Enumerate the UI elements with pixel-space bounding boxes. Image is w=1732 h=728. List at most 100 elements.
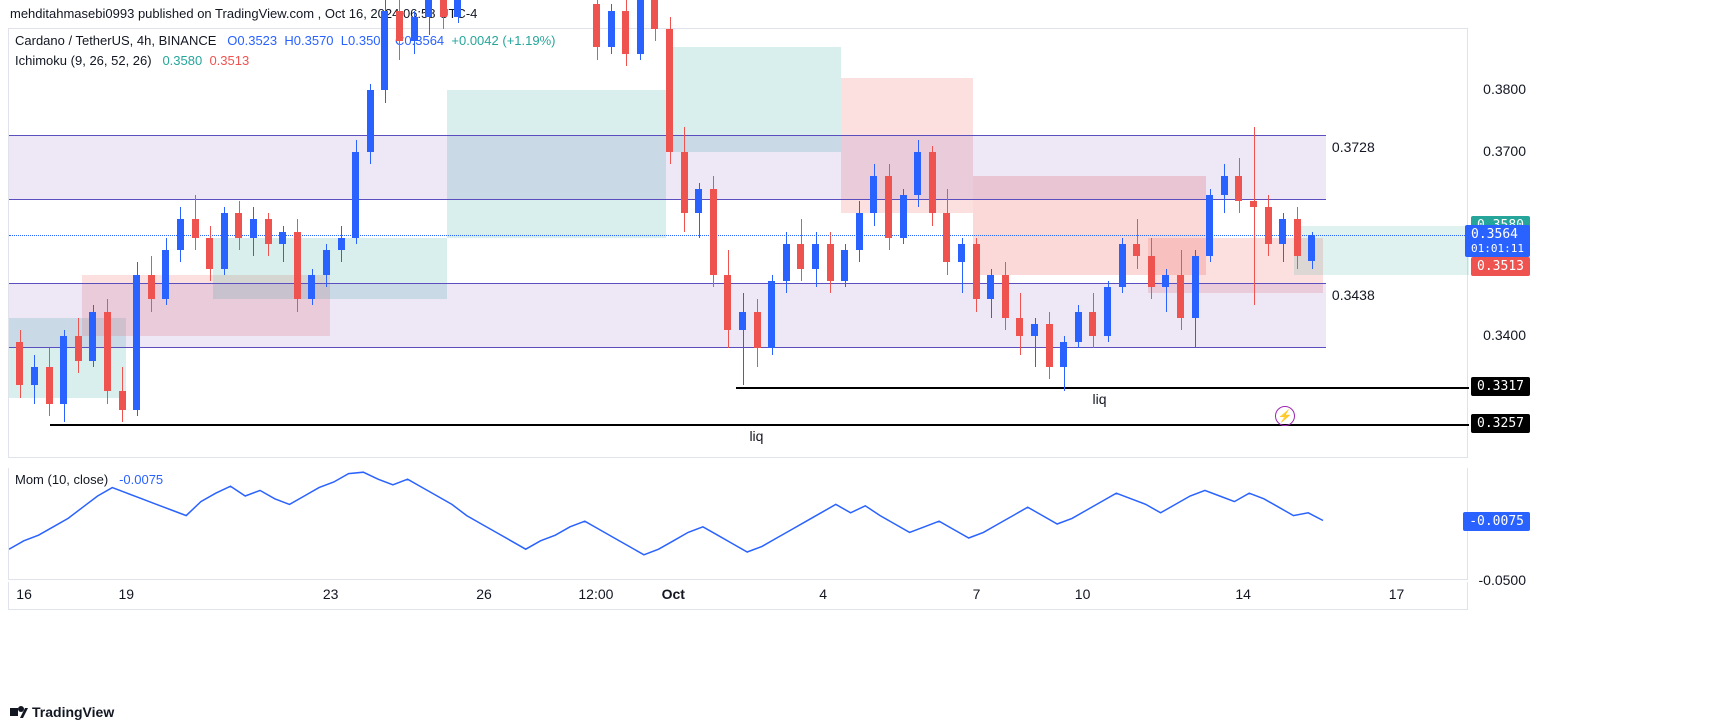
price-tag: 0.3257	[1471, 414, 1530, 433]
candle-body	[651, 0, 658, 29]
candle-body	[1002, 275, 1009, 318]
time-tick: 26	[476, 586, 492, 602]
candle-body	[973, 244, 980, 299]
candle-body	[1294, 219, 1301, 256]
price-tag: 0.3317	[1471, 377, 1530, 396]
candle-body	[1075, 312, 1082, 343]
candle-body	[1177, 275, 1184, 318]
candle-body	[1104, 287, 1111, 336]
candle-body	[797, 244, 804, 269]
candle-body	[133, 275, 140, 410]
price-tick: 0.3800	[1483, 81, 1526, 97]
candle-body	[1192, 256, 1199, 317]
candle-body	[666, 29, 673, 152]
candle-body	[812, 244, 819, 269]
candle-body	[914, 152, 921, 195]
candle-body	[294, 232, 301, 300]
candle-body	[724, 275, 731, 330]
time-tick: Oct	[662, 586, 685, 602]
candle-body	[323, 250, 330, 275]
hline-label: liq	[1093, 391, 1107, 407]
time-tick: 16	[16, 586, 32, 602]
candle-body	[1060, 342, 1067, 367]
candle-body	[1162, 275, 1169, 287]
momentum-line	[9, 468, 1469, 580]
candle-body	[1133, 244, 1140, 256]
ichimoku-val-a: 0.3580	[162, 53, 202, 68]
price-tick: 0.3700	[1483, 143, 1526, 159]
candle-body	[754, 312, 761, 349]
tradingview-logo-icon	[10, 705, 28, 719]
candle-body	[608, 11, 615, 48]
time-tick: 12:00	[578, 586, 613, 602]
time-tick: 17	[1389, 586, 1405, 602]
candle-body	[352, 152, 359, 238]
momentum-panel[interactable]: Mom (10, close) -0.0075	[8, 468, 1468, 580]
ichimoku-cloud-segment	[1294, 226, 1469, 275]
main-price-chart[interactable]: Cardano / TetherUS, 4h, BINANCE O0.3523 …	[8, 28, 1468, 458]
candle-body	[1221, 176, 1228, 194]
candle-body	[104, 312, 111, 392]
time-axis[interactable]: 1619232612:00Oct47101417	[8, 582, 1468, 610]
price-zone	[9, 283, 1326, 348]
candle-body	[1031, 324, 1038, 336]
candle-wick	[743, 293, 744, 385]
candle-body	[308, 275, 315, 300]
candle-wick	[1254, 127, 1255, 305]
candle-body	[1265, 207, 1272, 244]
horizontal-line	[50, 424, 1469, 426]
candle-body	[235, 213, 242, 238]
candle-body	[1046, 324, 1053, 367]
candle-body	[46, 367, 53, 404]
candle-body	[250, 219, 257, 237]
candle-body	[1279, 219, 1286, 244]
ichimoku-val-b: 0.3513	[209, 53, 249, 68]
candle-body	[1089, 312, 1096, 337]
price-tick: 0.3400	[1483, 327, 1526, 343]
time-tick: 10	[1075, 586, 1091, 602]
candle-body	[16, 342, 23, 385]
publish-info: mehditahmasebi0993 published on TradingV…	[10, 6, 477, 21]
candle-body	[367, 90, 374, 151]
candle-body	[119, 391, 126, 409]
symbol-legend: Cardano / TetherUS, 4h, BINANCE O0.3523 …	[15, 33, 556, 48]
candle-body	[162, 250, 169, 299]
candle-body	[987, 275, 994, 300]
time-tick: 23	[323, 586, 339, 602]
hline-label: liq	[749, 428, 763, 444]
candle-body	[1308, 235, 1315, 260]
lightning-icon[interactable]: ⚡	[1275, 406, 1295, 426]
momentum-axis[interactable]: -0.0075-0.0500	[1470, 468, 1530, 580]
candle-body	[381, 11, 388, 91]
candle-body	[148, 275, 155, 300]
candle-body	[783, 244, 790, 281]
indicator-legend: Ichimoku (9, 26, 52, 26) 0.3580 0.3513	[15, 53, 249, 68]
candle-body	[192, 219, 199, 237]
candle-body	[1235, 176, 1242, 201]
time-tick: 19	[119, 586, 135, 602]
candle-body	[221, 213, 228, 268]
candle-body	[396, 11, 403, 42]
candle-body	[1206, 195, 1213, 256]
candle-body	[827, 244, 834, 281]
momentum-tick: -0.0500	[1479, 572, 1526, 588]
candle-body	[425, 0, 432, 17]
candle-body	[958, 244, 965, 262]
candle-body	[206, 238, 213, 269]
candle-body	[1119, 244, 1126, 287]
candle-body	[338, 238, 345, 250]
candle-body	[885, 176, 892, 237]
candle-body	[637, 0, 644, 54]
candle-body	[943, 213, 950, 262]
candle-body	[75, 336, 82, 361]
candle-body	[89, 312, 96, 361]
zone-label: 0.3728	[1332, 139, 1375, 155]
candle-body	[681, 152, 688, 213]
candle-body	[454, 0, 461, 17]
candle-body	[60, 336, 67, 404]
candle-body	[856, 213, 863, 250]
candle-body	[1016, 318, 1023, 336]
momentum-tag: -0.0075	[1463, 512, 1530, 531]
price-axis[interactable]: 0.38000.37000.34000.35800.356401:01:110.…	[1470, 28, 1530, 458]
candle-body	[265, 219, 272, 244]
